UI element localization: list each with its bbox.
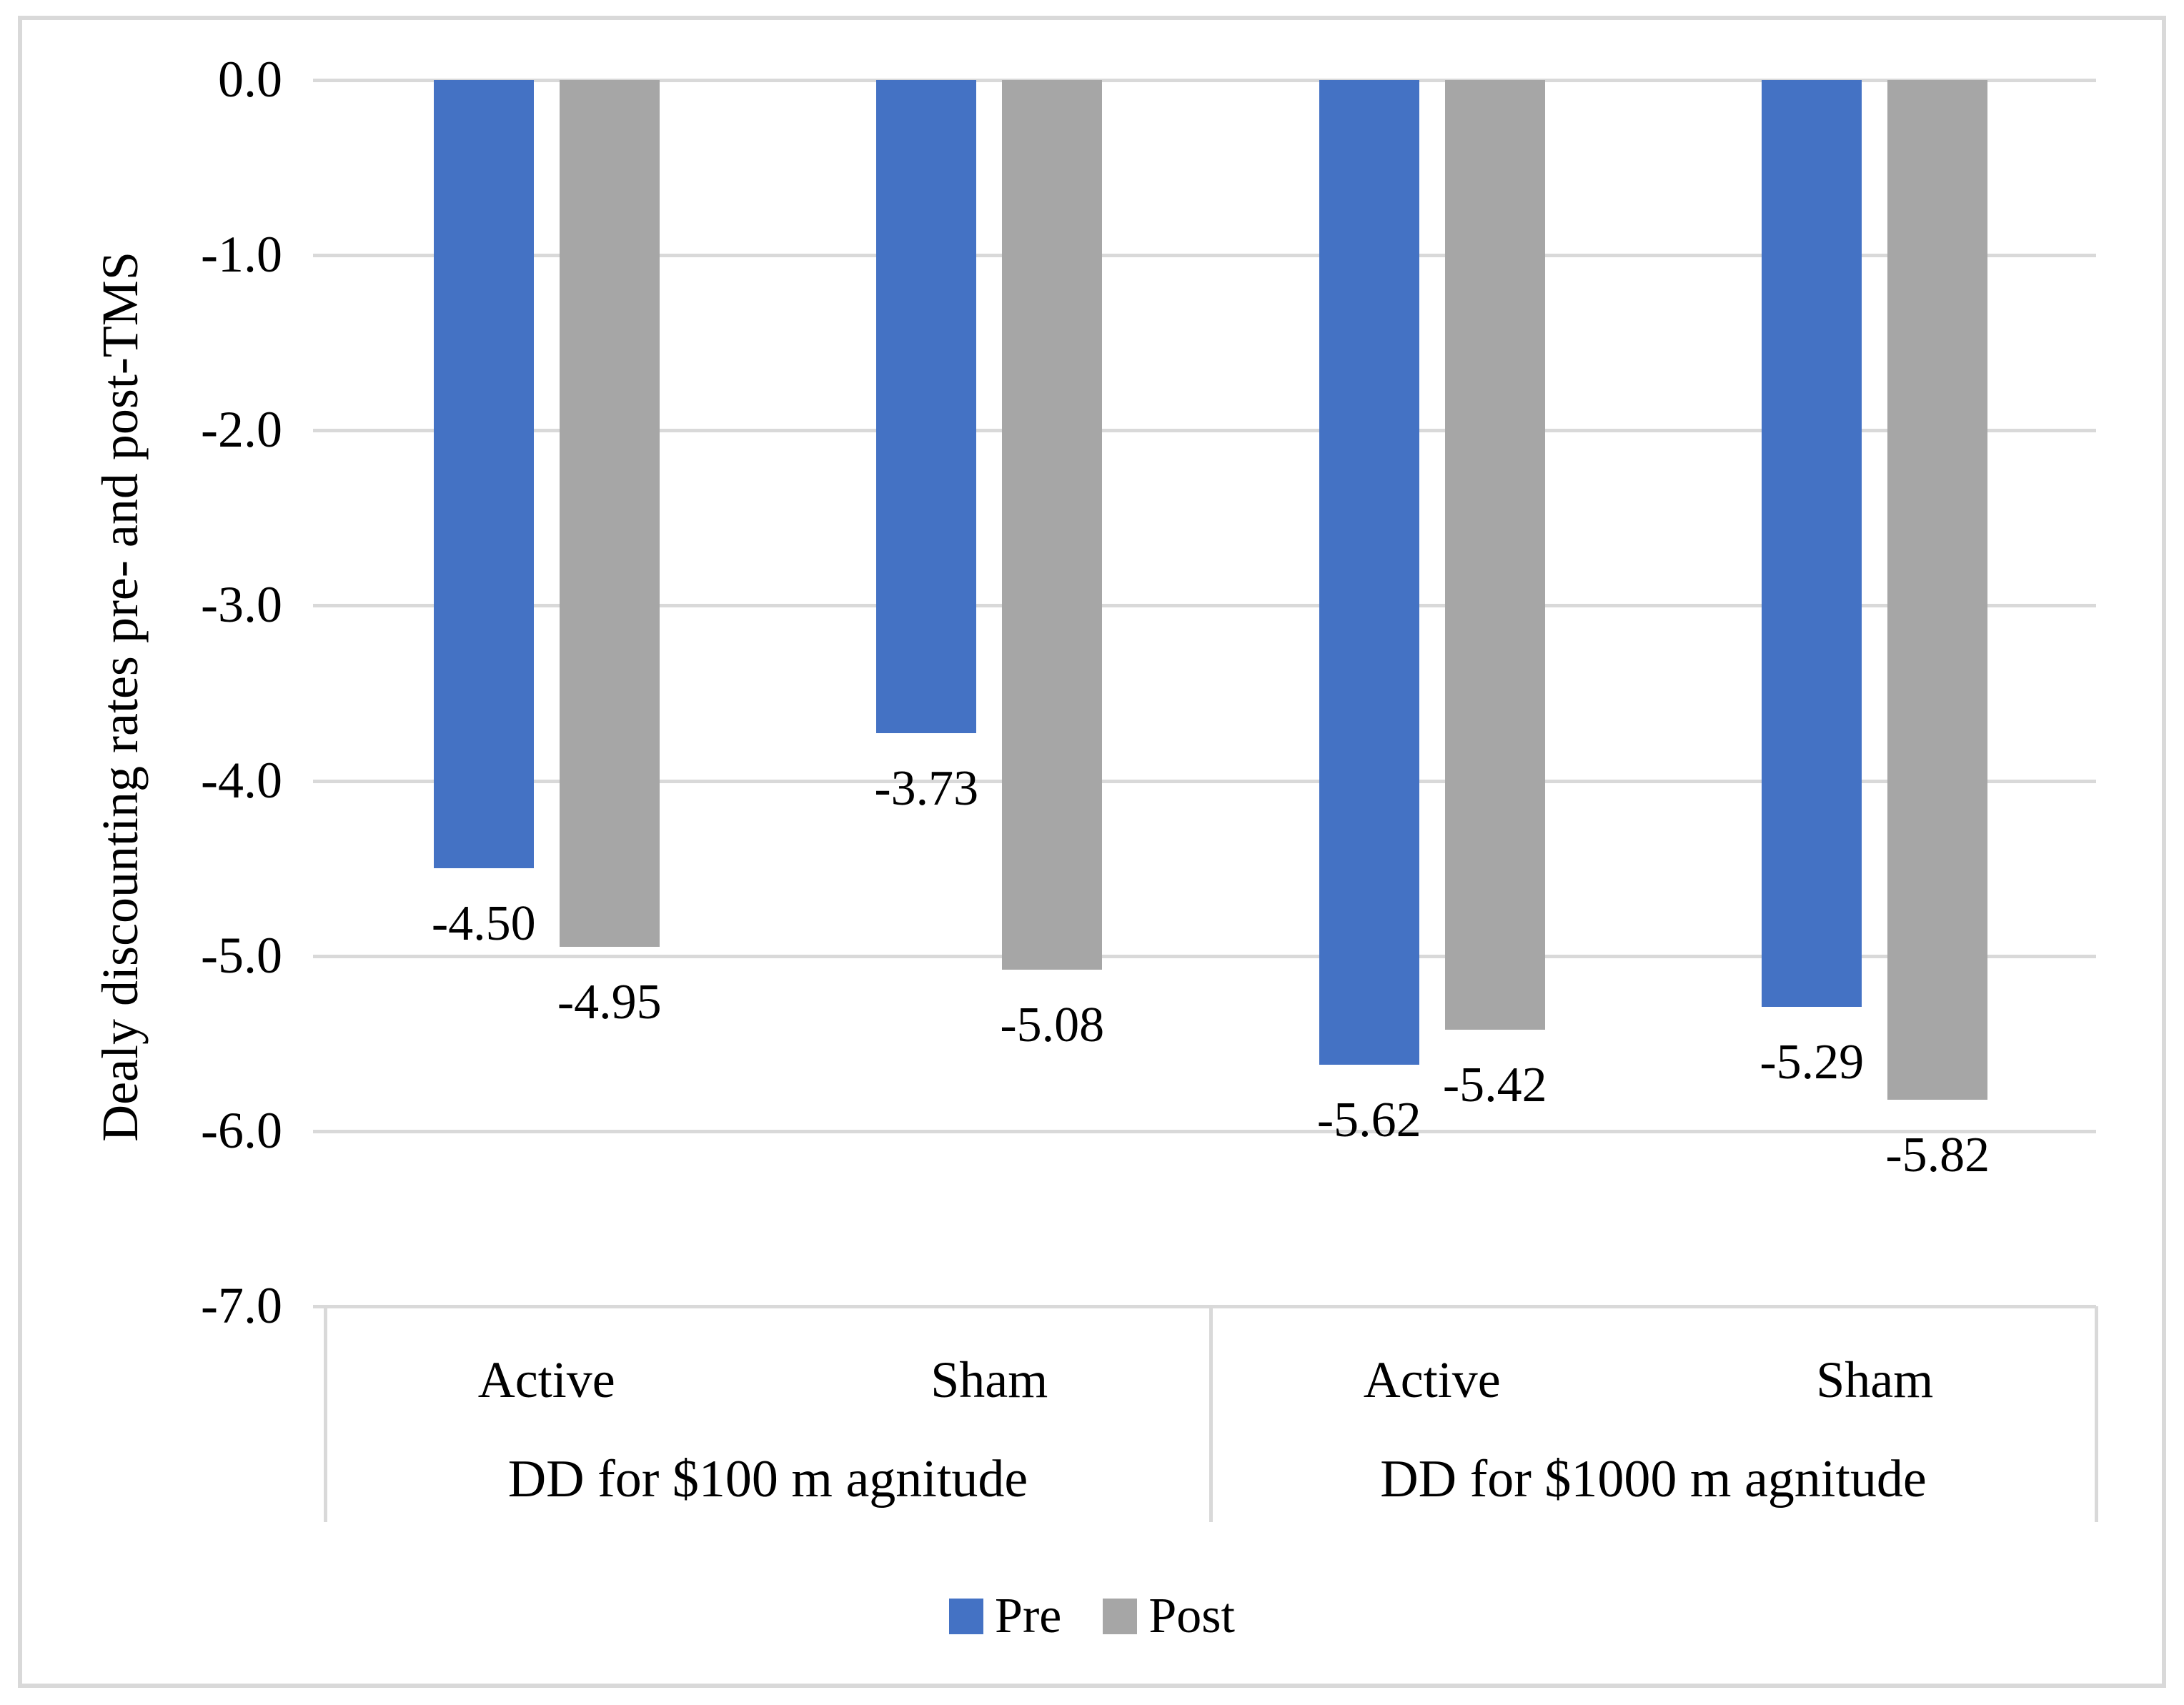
y-tick [313,429,336,433]
gridline [325,254,2096,258]
y-tick-label: -3.0 [201,576,282,634]
bar-label-post-3: -5.82 [1885,1127,1990,1183]
bar-label-post-1: -5.08 [1000,998,1105,1053]
y-tick [313,79,336,82]
bar-label-pre-3: -5.29 [1759,1034,1865,1090]
legend-swatch-post [1103,1599,1138,1634]
y-tick-label: -7.0 [201,1277,282,1334]
category-label-sham-1: Sham [930,1351,1048,1408]
gridline [325,779,2096,783]
bar-pre-sham-3 [1762,80,1862,1007]
category-group-separator [1209,1306,1213,1522]
bar-post-active-0 [559,80,660,948]
bar-post-active-2 [1444,80,1545,1030]
legend-label-pre: Pre [995,1589,1062,1644]
gridline [325,604,2096,608]
y-tick [313,1129,336,1133]
bar-label-pre-0: -4.50 [431,896,536,952]
bar-post-sham-1 [1002,80,1103,970]
bar-label-pre-1: -3.73 [874,761,979,817]
y-tick [313,254,336,258]
group-label-1: DD for $1000 m agnitude [1380,1450,1927,1508]
gridline [325,79,2096,82]
legend: Pre Post [0,1581,2184,1652]
y-tick-label: -2.0 [201,401,282,459]
category-table-border [324,1306,327,1522]
legend-label-post: Post [1148,1589,1235,1644]
bar-label-post-2: -5.42 [1442,1057,1547,1113]
y-tick-label: -1.0 [201,226,282,284]
y-tick-label: 0.0 [218,51,282,108]
bar-pre-sham-1 [876,80,977,734]
category-table-border [2095,1306,2098,1522]
y-tick-label: -6.0 [201,1101,282,1159]
y-tick [313,779,336,783]
gridline [325,429,2096,433]
group-label-0: DD for $100 m agnitude [507,1450,1028,1508]
legend-entry-pre: Pre [949,1591,1061,1641]
category-label-active-2: Active [1363,1351,1501,1408]
gridline [325,1129,2096,1133]
y-tick-label: -5.0 [201,926,282,984]
bar-label-post-0: -4.95 [557,975,662,1030]
bar-label-pre-2: -5.62 [1316,1092,1421,1148]
legend-entry-post: Post [1103,1591,1235,1641]
y-tick [313,954,336,958]
category-label-sham-3: Sham [1816,1351,1934,1408]
bar-pre-active-2 [1319,80,1419,1065]
y-tick [313,604,336,608]
gridline [325,954,2096,958]
legend-swatch-pre [949,1599,984,1634]
y-tick-label: -4.0 [201,751,282,809]
bar-post-sham-3 [1887,80,1988,1100]
category-label-active-0: Active [477,1351,615,1408]
bar-pre-active-0 [433,80,534,869]
